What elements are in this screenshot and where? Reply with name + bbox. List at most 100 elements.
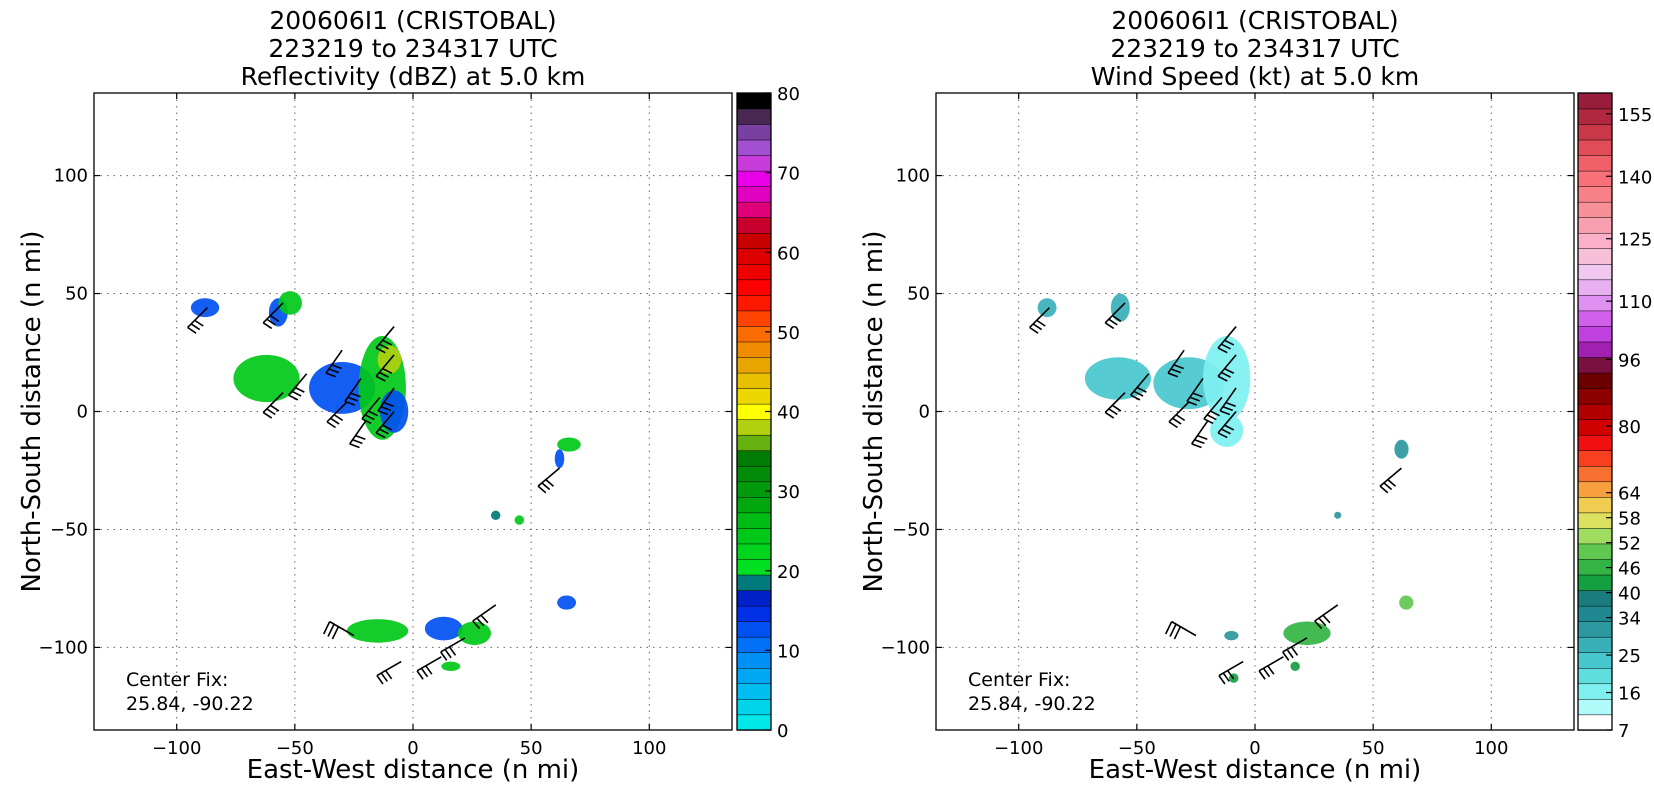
reflectivity-colorbar-segment-9 — [736, 574, 772, 591]
windspeed-colorbar-segment-25 — [1577, 325, 1613, 343]
reflectivity-colorbar-tick-label-5: 50 — [777, 323, 800, 344]
windspeed-echo-12 — [1334, 511, 1342, 519]
windspeed-barb-flag-7-2 — [1224, 367, 1235, 374]
reflectivity-center-fix-line-2: 25.84, -90.22 — [126, 693, 254, 715]
windspeed-barb-flag-2-1 — [1220, 343, 1231, 350]
reflectivity-title-line-2: 223219 to 234317 UTC — [268, 34, 557, 63]
reflectivity-barb-flag-12-0 — [377, 410, 389, 416]
windspeed-echo-11 — [1290, 661, 1300, 672]
reflectivity-echo-14 — [441, 661, 461, 672]
reflectivity-colorbar-segment-40 — [736, 92, 772, 110]
reflectivity-barb-flag-9-1 — [330, 417, 340, 425]
reflectivity-xaxis-label: East-West distance (n mi) — [247, 755, 580, 785]
windspeed-echo-9 — [1224, 630, 1239, 641]
reflectivity-panel: 200606I1 (CRISTOBAL)223219 to 234317 UTC… — [17, 6, 800, 785]
reflectivity-barb-flag-3-2 — [331, 364, 342, 370]
reflectivity-barb-flag-0-1 — [190, 323, 201, 331]
reflectivity-xtick-label-2: 0 — [407, 738, 418, 759]
windspeed-barb-flag-15-2 — [1322, 614, 1331, 624]
windspeed-barb-staff-10 — [1191, 420, 1209, 445]
reflectivity-colorbar-segment-1 — [736, 698, 772, 716]
reflectivity-barb-flag-3-0 — [325, 372, 337, 378]
reflectivity-colorbar-tick-label-3: 30 — [777, 482, 800, 503]
windspeed-barb-flag-4-1 — [1133, 390, 1144, 397]
windspeed-barb-flag-7-0 — [1217, 375, 1228, 382]
windspeed-colorbar-tick-label-3: 34 — [1618, 609, 1641, 630]
reflectivity-echo-7 — [190, 298, 220, 318]
windspeed-colorbar-segment-5 — [1577, 636, 1613, 653]
reflectivity-barb-staff-0 — [187, 307, 208, 329]
reflectivity-colorbar-segment-33 — [736, 201, 772, 218]
reflectivity-barb-flag-5-2 — [269, 404, 280, 412]
windspeed-barb-staff-18 — [1282, 637, 1308, 653]
reflectivity-colorbar-segment-23 — [736, 356, 772, 374]
reflectivity-barb-staff-16 — [416, 656, 442, 672]
reflectivity-colorbar-tick-label-8: 80 — [777, 84, 800, 105]
windspeed-barb-flag-5-1 — [1108, 408, 1118, 416]
windspeed-ytick-label-4: 100 — [896, 166, 930, 187]
windspeed-xtick-label-3: 50 — [1362, 738, 1385, 759]
reflectivity-barb-flag-6-1 — [347, 396, 358, 402]
windspeed-colorbar-tick-label-14: 155 — [1618, 105, 1652, 126]
windspeed-colorbar-tick-label-0: 7 — [1618, 721, 1629, 742]
reflectivity-colorbar-segment-0 — [736, 714, 772, 731]
reflectivity-echo-9 — [554, 449, 565, 469]
windspeed-colorbar-segment-14 — [1577, 496, 1613, 514]
windspeed-barb-flag-7-1 — [1220, 371, 1231, 378]
reflectivity-barb-flag-8-0 — [361, 418, 372, 425]
windspeed-colorbar-segment-1 — [1577, 698, 1613, 716]
reflectivity-barb-flag-18-1 — [444, 649, 452, 659]
reflectivity-echo-15 — [514, 515, 525, 525]
windspeed-barb-staff-1 — [1104, 302, 1126, 324]
windspeed-barb-flag-2-0 — [1217, 347, 1228, 354]
windspeed-colorbar-tick-label-12: 125 — [1618, 230, 1652, 251]
windspeed-colorbar-segment-11 — [1577, 543, 1613, 560]
reflectivity-colorbar-segment-18 — [736, 434, 772, 451]
reflectivity-colorbar-segment-26 — [736, 310, 772, 327]
windspeed-colorbar-tick-label-5: 46 — [1618, 559, 1641, 580]
windspeed-barb-flag-6-2 — [1192, 392, 1203, 398]
reflectivity-colorbar-segment-27 — [736, 294, 772, 312]
windspeed-colorbar-segment-3 — [1577, 667, 1613, 685]
reflectivity-barb-flag-7-0 — [375, 375, 386, 382]
reflectivity-barb-flag-0-0 — [187, 326, 197, 334]
windspeed-barb-flag-3-2 — [1173, 364, 1184, 370]
reflectivity-colorbar-segment-31 — [736, 232, 772, 250]
reflectivity-barb-flag-13-0 — [537, 485, 547, 494]
reflectivity-barb-flag-14-0 — [322, 621, 331, 635]
windspeed-xaxis-label: East-West distance (n mi) — [1089, 755, 1422, 785]
windspeed-colorbar-segment-32 — [1577, 217, 1613, 234]
reflectivity-colorbar-segment-21 — [736, 387, 772, 405]
windspeed-colorbar-segment-34 — [1577, 185, 1613, 203]
reflectivity-barb-flag-1-0 — [262, 322, 273, 330]
windspeed-barb-flag-11-1 — [1220, 428, 1231, 435]
windspeed-barb-staff-12 — [1219, 387, 1237, 412]
reflectivity-colorbar-segment-25 — [736, 325, 772, 343]
reflectivity-barb-staff-4 — [288, 373, 308, 396]
reflectivity-barb-flag-12-1 — [380, 405, 392, 412]
windspeed-barb-flag-11-2 — [1224, 424, 1235, 431]
windspeed-colorbar-segment-27 — [1577, 294, 1613, 312]
windspeed-barb-staff-9 — [1168, 401, 1190, 423]
windspeed-barb-flag-9-0 — [1168, 421, 1178, 429]
windspeed-colorbar-tick-label-10: 96 — [1618, 350, 1641, 371]
reflectivity-colorbar-segment-28 — [736, 279, 772, 296]
reflectivity-barb-flag-16-2 — [425, 665, 433, 675]
windspeed-ytick-label-1: −50 — [892, 519, 930, 540]
windspeed-barb-flag-11-0 — [1217, 432, 1228, 439]
reflectivity-colorbar-segment-2 — [736, 683, 772, 700]
windspeed-ytick-label-3: 50 — [907, 284, 930, 305]
windspeed-colorbar-tick-label-4: 40 — [1618, 584, 1641, 605]
windspeed-colorbar-segment-37 — [1577, 139, 1613, 156]
reflectivity-echo-0 — [233, 354, 300, 403]
reflectivity-barb-staff-8 — [361, 396, 381, 420]
windspeed-barb-flag-12-2 — [1225, 401, 1236, 407]
reflectivity-colorbar-segment-36 — [736, 154, 772, 172]
windspeed-barb-flag-17-1 — [1222, 672, 1230, 682]
windspeed-xtick-label-1: −50 — [1118, 738, 1156, 759]
reflectivity-xtick-label-3: 50 — [520, 738, 543, 759]
reflectivity-colorbar-segment-39 — [736, 108, 772, 125]
windspeed-barb-flag-1-2 — [1111, 314, 1122, 322]
windspeed-colorbar-segment-40 — [1577, 92, 1613, 110]
windspeed-barb-flag-16-2 — [1267, 665, 1275, 675]
